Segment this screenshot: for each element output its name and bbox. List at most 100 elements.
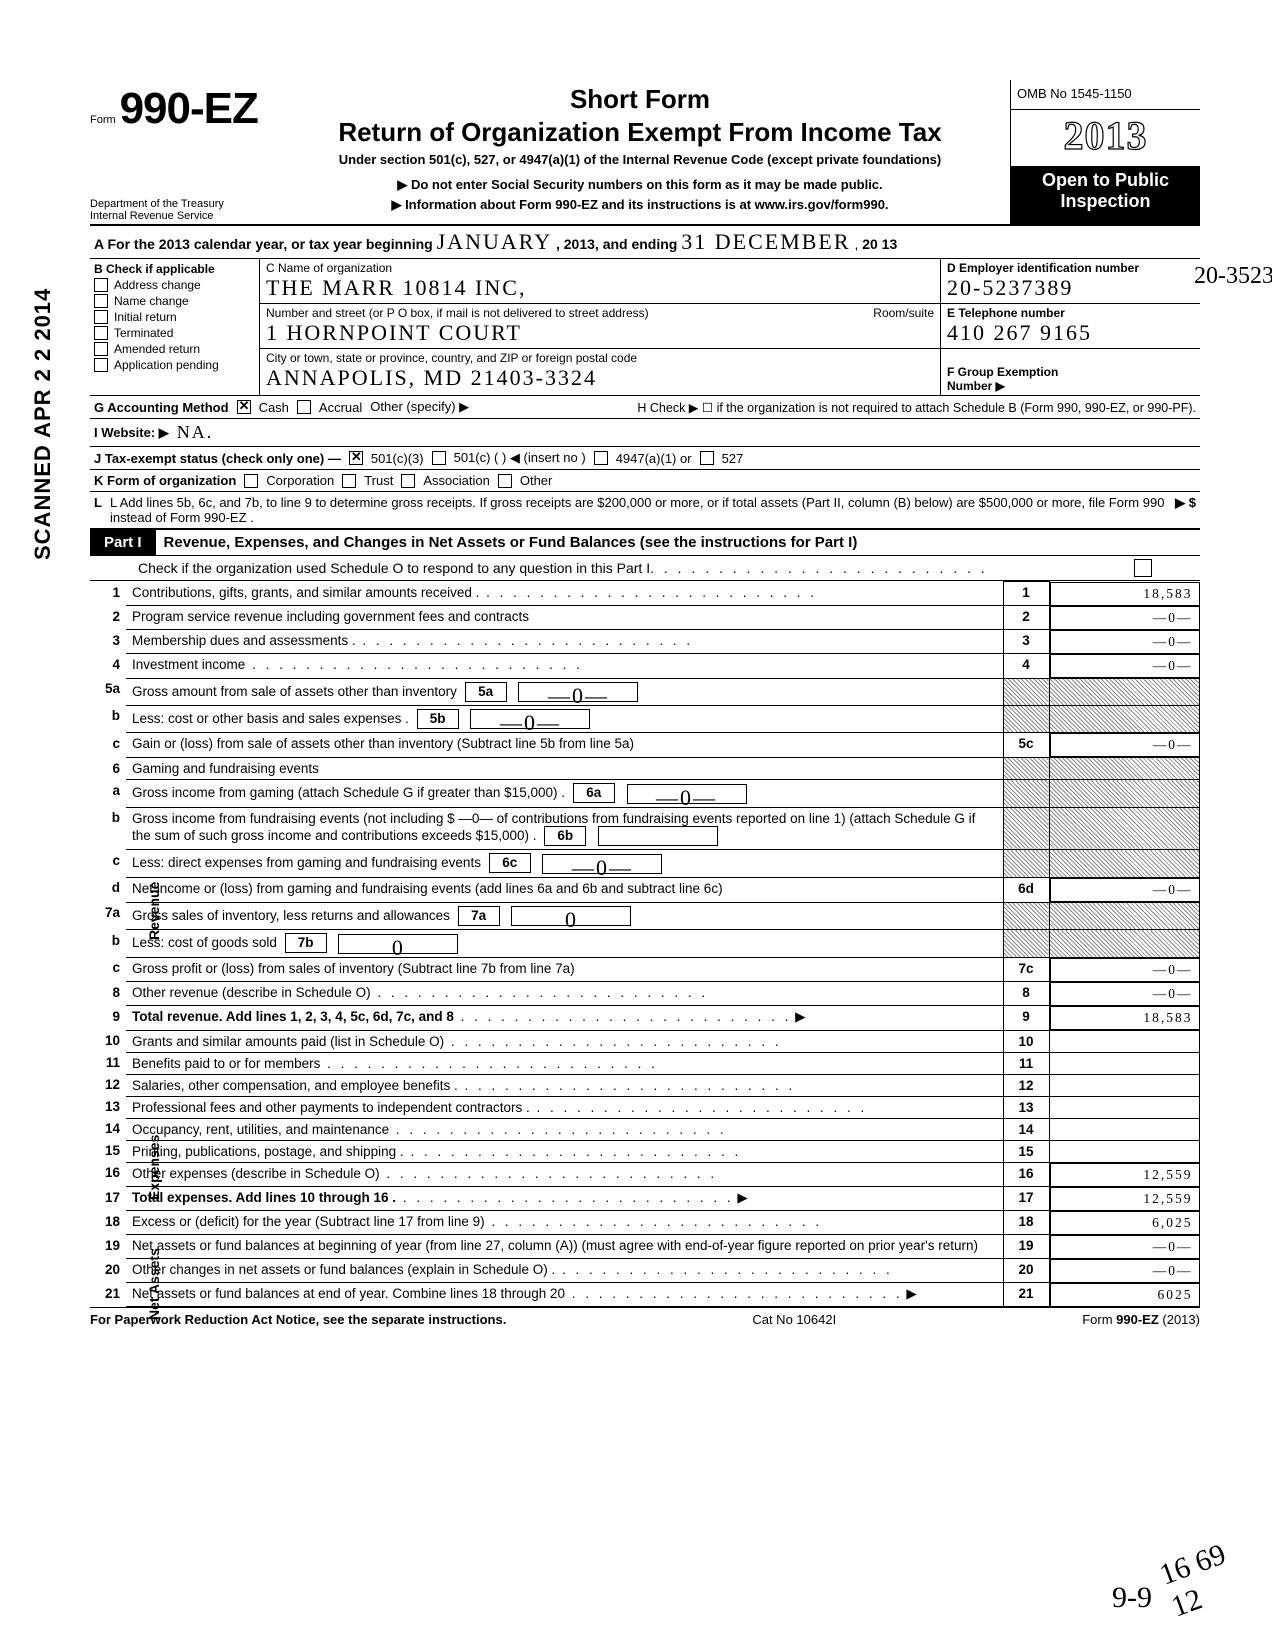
form-number: 990-EZ: [120, 84, 258, 133]
ln2-amt: —0—: [1050, 606, 1200, 630]
cb-501c[interactable]: [432, 451, 446, 465]
ln7a-inneramt: 0: [511, 906, 631, 926]
ln20-amt: —0—: [1050, 1259, 1200, 1283]
ln6b-box: 6b: [544, 826, 586, 846]
ln6d-amt: —0—: [1050, 878, 1200, 902]
ln5a-box: 5a: [465, 682, 507, 702]
ln11: 11: [90, 1052, 126, 1074]
ln7a-shade: [1003, 902, 1049, 929]
cb-501c3[interactable]: [349, 451, 363, 465]
ln16-desc: Other expenses (describe in Schedule O): [126, 1162, 1003, 1187]
ln9-num: 9: [1003, 1006, 1049, 1031]
ln3: 3: [90, 630, 126, 654]
cb-4947[interactable]: [594, 451, 608, 465]
row-a: A For the 2013 calendar year, or tax yea…: [90, 226, 1200, 259]
k-label: K Form of organization: [94, 473, 236, 488]
lbl-address: Address change: [114, 278, 201, 292]
ln13-desc: Professional fees and other payments to …: [126, 1096, 1003, 1118]
g-label: G Accounting Method: [94, 400, 229, 415]
year-begin: JANUARY: [437, 229, 552, 255]
ln6c-desc: Less: direct expenses from gaming and fu…: [126, 850, 1003, 877]
ln12: 12: [90, 1074, 126, 1096]
cb-trust[interactable]: [342, 474, 356, 488]
ln10-text: Grants and similar amounts paid (list in…: [132, 1034, 444, 1049]
cb-pending[interactable]: [94, 358, 108, 372]
street: 1 HORNPOINT COURT: [266, 320, 522, 346]
cb-accrual[interactable]: [297, 400, 311, 414]
ln21-text: Net assets or fund balances at end of ye…: [132, 1286, 565, 1301]
cb-address[interactable]: [94, 278, 108, 292]
cb-initial[interactable]: [94, 310, 108, 324]
ln6d-text: Net income or (loss) from gaming and fun…: [132, 881, 723, 896]
cb-cash[interactable]: [237, 400, 251, 414]
cb-assoc[interactable]: [401, 474, 415, 488]
ln7a-box: 7a: [458, 906, 500, 926]
ln6c-text: Less: direct expenses from gaming and fu…: [132, 855, 481, 870]
lbl-assoc: Association: [423, 473, 489, 488]
city-label: City or town, state or province, country…: [266, 351, 637, 365]
ln4-text: Investment income: [132, 657, 245, 672]
ln6b-desc: Gross income from fundraising events (no…: [126, 807, 1003, 849]
ln6a-inneramt: —0—: [627, 784, 747, 804]
cb-527[interactable]: [700, 451, 714, 465]
org-name: THE MARR 10814 INC,: [266, 275, 526, 301]
ln21-amt: 6025: [1050, 1283, 1200, 1307]
ln19-amt: —0—: [1050, 1235, 1200, 1259]
f-label: F Group Exemption Number ▶: [947, 365, 1058, 393]
tax-year: 2013: [1064, 113, 1148, 158]
ein-overflow: 20-3523239: [1194, 263, 1272, 290]
ln7c-desc: Gross profit or (loss) from sales of inv…: [126, 957, 1003, 982]
ln6a-shade2: [1049, 780, 1200, 807]
ln5c-desc: Gain or (loss) from sale of assets other…: [126, 733, 1003, 758]
row-bcd: B Check if applicable Address change Nam…: [90, 259, 1200, 396]
ln18: 18: [90, 1211, 126, 1235]
ln5b-inneramt: —0—: [470, 709, 590, 729]
cb-amended[interactable]: [94, 342, 108, 356]
ln7a-desc: Gross sales of inventory, less returns a…: [126, 902, 1003, 929]
ln5b-shade2: [1049, 705, 1200, 732]
ln6-shade2: [1049, 758, 1200, 780]
ln20: 20: [90, 1259, 126, 1283]
ln19-num: 19: [1003, 1235, 1049, 1259]
ln18-desc: Excess or (deficit) for the year (Subtra…: [126, 1211, 1003, 1235]
col-b: B Check if applicable Address change Nam…: [90, 259, 260, 395]
ln18-amt: 6,025: [1050, 1211, 1200, 1235]
row-gh: G Accounting Method Cash Accrual Other (…: [90, 396, 1200, 419]
ln7c: c: [90, 957, 126, 982]
ln4: 4: [90, 654, 126, 679]
open-public-box: Open to Public Inspection: [1010, 166, 1200, 224]
cb-corp[interactable]: [244, 474, 258, 488]
ln16-num: 16: [1003, 1162, 1049, 1187]
ln8-text: Other revenue (describe in Schedule O): [132, 985, 371, 1000]
cb-name[interactable]: [94, 294, 108, 308]
ln2-num: 2: [1003, 606, 1049, 630]
part1-checkbox[interactable]: [1134, 559, 1152, 577]
ln15-desc: Printing, publications, postage, and shi…: [126, 1140, 1003, 1162]
ln3-amt: —0—: [1050, 630, 1200, 654]
ln10-desc: Grants and similar amounts paid (list in…: [126, 1030, 1003, 1052]
ln6c-shade2: [1049, 850, 1200, 877]
ln6b: b: [90, 807, 126, 849]
col-dfe: D Employer identification number 20-5237…: [940, 259, 1200, 395]
ln6d-desc: Net income or (loss) from gaming and fun…: [126, 877, 1003, 902]
row-a-prefix: A For the 2013 calendar year, or tax yea…: [94, 236, 433, 252]
lbl-accrual: Accrual: [319, 400, 362, 415]
lbl-initial: Initial return: [114, 310, 177, 324]
omb-box: OMB No 1545-1150: [1010, 80, 1200, 110]
ln6c: c: [90, 850, 126, 877]
ln9-desc: Total revenue. Add lines 1, 2, 3, 4, 5c,…: [126, 1006, 1003, 1031]
ln9-text: Total revenue. Add lines 1, 2, 3, 4, 5c,…: [132, 1009, 454, 1024]
ln9-amt: 18,583: [1050, 1006, 1200, 1030]
header-row: Form 990-EZ Department of the Treasury I…: [90, 80, 1200, 226]
ln17-text: Total expenses. Add lines 10 through 16 …: [132, 1190, 396, 1205]
ln5b-desc: Less: cost or other basis and sales expe…: [126, 705, 1003, 732]
cb-other-org[interactable]: [498, 474, 512, 488]
cb-terminated[interactable]: [94, 326, 108, 340]
right-header: OMB No 1545-1150 2013 Open to Public Ins…: [1010, 80, 1200, 224]
ln6c-shade: [1003, 850, 1049, 877]
ln3-desc: Membership dues and assessments .: [126, 630, 1003, 654]
ln7c-text: Gross profit or (loss) from sales of inv…: [132, 961, 575, 976]
lbl-4947: 4947(a)(1) or: [616, 451, 692, 466]
ln6-text: Gaming and fundraising events: [132, 761, 319, 776]
dept-treasury: Department of the Treasury Internal Reve…: [90, 198, 270, 224]
